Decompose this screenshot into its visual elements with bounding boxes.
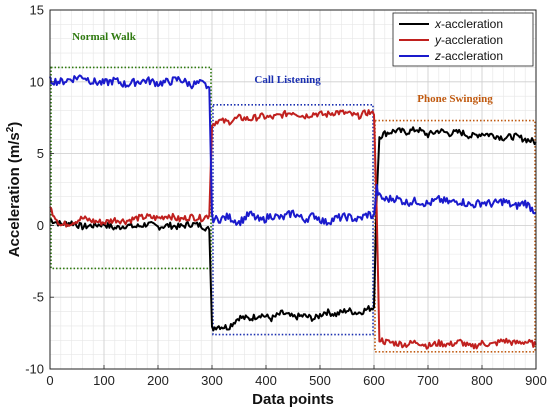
x-tick-label: 900 xyxy=(525,373,547,388)
series-lines xyxy=(49,74,537,350)
annotation-boxes xyxy=(50,66,536,353)
legend-z-italic: z xyxy=(434,49,441,63)
legend: x-accleration y-accleration z-accleratio… xyxy=(392,12,534,67)
annotation-box-1 xyxy=(212,103,374,336)
plot-frame xyxy=(49,9,537,370)
y-axis-ticks: -10 -5 0 5 10 15 xyxy=(25,3,54,377)
y-axis-title-close: ) xyxy=(6,122,23,127)
annotation-label-2: Phone Swinging xyxy=(417,93,493,105)
legend-y-italic: y xyxy=(434,33,442,47)
series-line-y xyxy=(49,109,537,350)
legend-x-rest: -accleration xyxy=(441,17,503,31)
legend-label-y: y-accleration xyxy=(434,33,503,47)
annotation-box-0 xyxy=(50,66,212,270)
legend-label-x: x-accleration xyxy=(434,17,503,31)
annotation-label-1: Call Listening xyxy=(254,74,321,86)
y-axis-title: Acceleration (m/s2) xyxy=(5,122,23,258)
x-tick-label: 400 xyxy=(255,373,277,388)
x-tick-label: 800 xyxy=(471,373,493,388)
x-axis-title: Data points xyxy=(252,391,334,408)
x-tick-label: 500 xyxy=(309,373,331,388)
y-axis-title-main: Acceleration (m/s xyxy=(6,132,23,257)
x-tick-label: 100 xyxy=(93,373,115,388)
x-tick-label: 600 xyxy=(363,373,385,388)
x-tick-label: 200 xyxy=(147,373,169,388)
legend-x-italic: x xyxy=(434,17,442,31)
y-tick-label: 15 xyxy=(30,3,44,18)
x-tick-label: 0 xyxy=(46,373,53,388)
annotation-label-0: Normal Walk xyxy=(72,31,137,43)
plot-area xyxy=(50,10,536,369)
y-tick-label: 0 xyxy=(37,218,44,233)
legend-z-rest: -accleration xyxy=(441,49,503,63)
x-tick-label: 300 xyxy=(201,373,223,388)
x-axis-ticks: 0 100 200 300 400 500 600 700 800 900 xyxy=(46,365,547,388)
annotation-labels: Normal Walk Call Listening Phone Swinging xyxy=(72,31,493,105)
legend-label-z: z-accleration xyxy=(434,49,503,63)
series-line-z xyxy=(49,74,537,227)
y-tick-label: -5 xyxy=(32,290,44,305)
y-tick-label: 10 xyxy=(30,74,44,89)
y-tick-label: 5 xyxy=(37,146,44,161)
x-tick-label: 700 xyxy=(417,373,439,388)
y-axis-title-sup: 2 xyxy=(5,126,16,132)
y-tick-label: -10 xyxy=(25,362,44,377)
series-line-x xyxy=(49,126,537,332)
legend-y-rest: -accleration xyxy=(441,33,503,47)
